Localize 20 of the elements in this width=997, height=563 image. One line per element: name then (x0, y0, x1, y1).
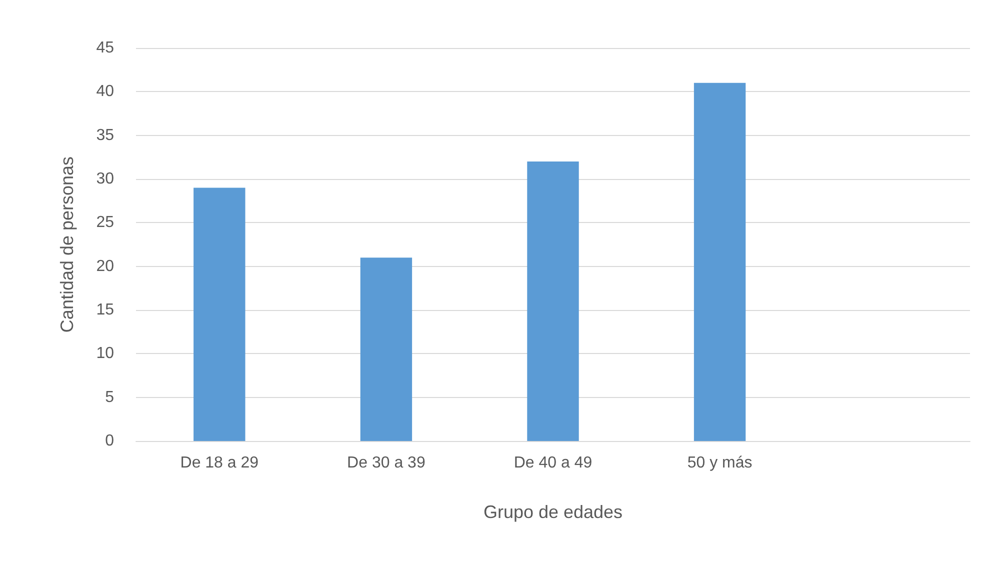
y-tick-label: 25 (96, 214, 114, 232)
x-tick-label: 50 y más (687, 454, 752, 472)
y-tick-label: 20 (96, 258, 114, 275)
y-tick-label: 10 (96, 345, 114, 362)
y-tick-label: 0 (105, 432, 114, 450)
bar (360, 258, 412, 441)
bar (694, 82, 746, 441)
x-tick-label: De 40 a 49 (514, 454, 592, 472)
x-axis-title: Grupo de edades (483, 502, 623, 522)
y-tick-label: 35 (96, 126, 114, 144)
x-tick-label: De 30 a 39 (347, 454, 426, 472)
x-tick-label: De 18 a 29 (180, 454, 259, 472)
y-tick-label: 5 (105, 388, 114, 406)
y-tick-label: 45 (96, 40, 114, 56)
y-tick-label: 15 (96, 302, 114, 318)
y-tick-label: 40 (96, 83, 114, 100)
y-tick-label: 30 (96, 170, 114, 188)
bar (527, 162, 579, 441)
y-axis-title: Cantidad de personas (57, 156, 77, 333)
bar (194, 188, 246, 441)
